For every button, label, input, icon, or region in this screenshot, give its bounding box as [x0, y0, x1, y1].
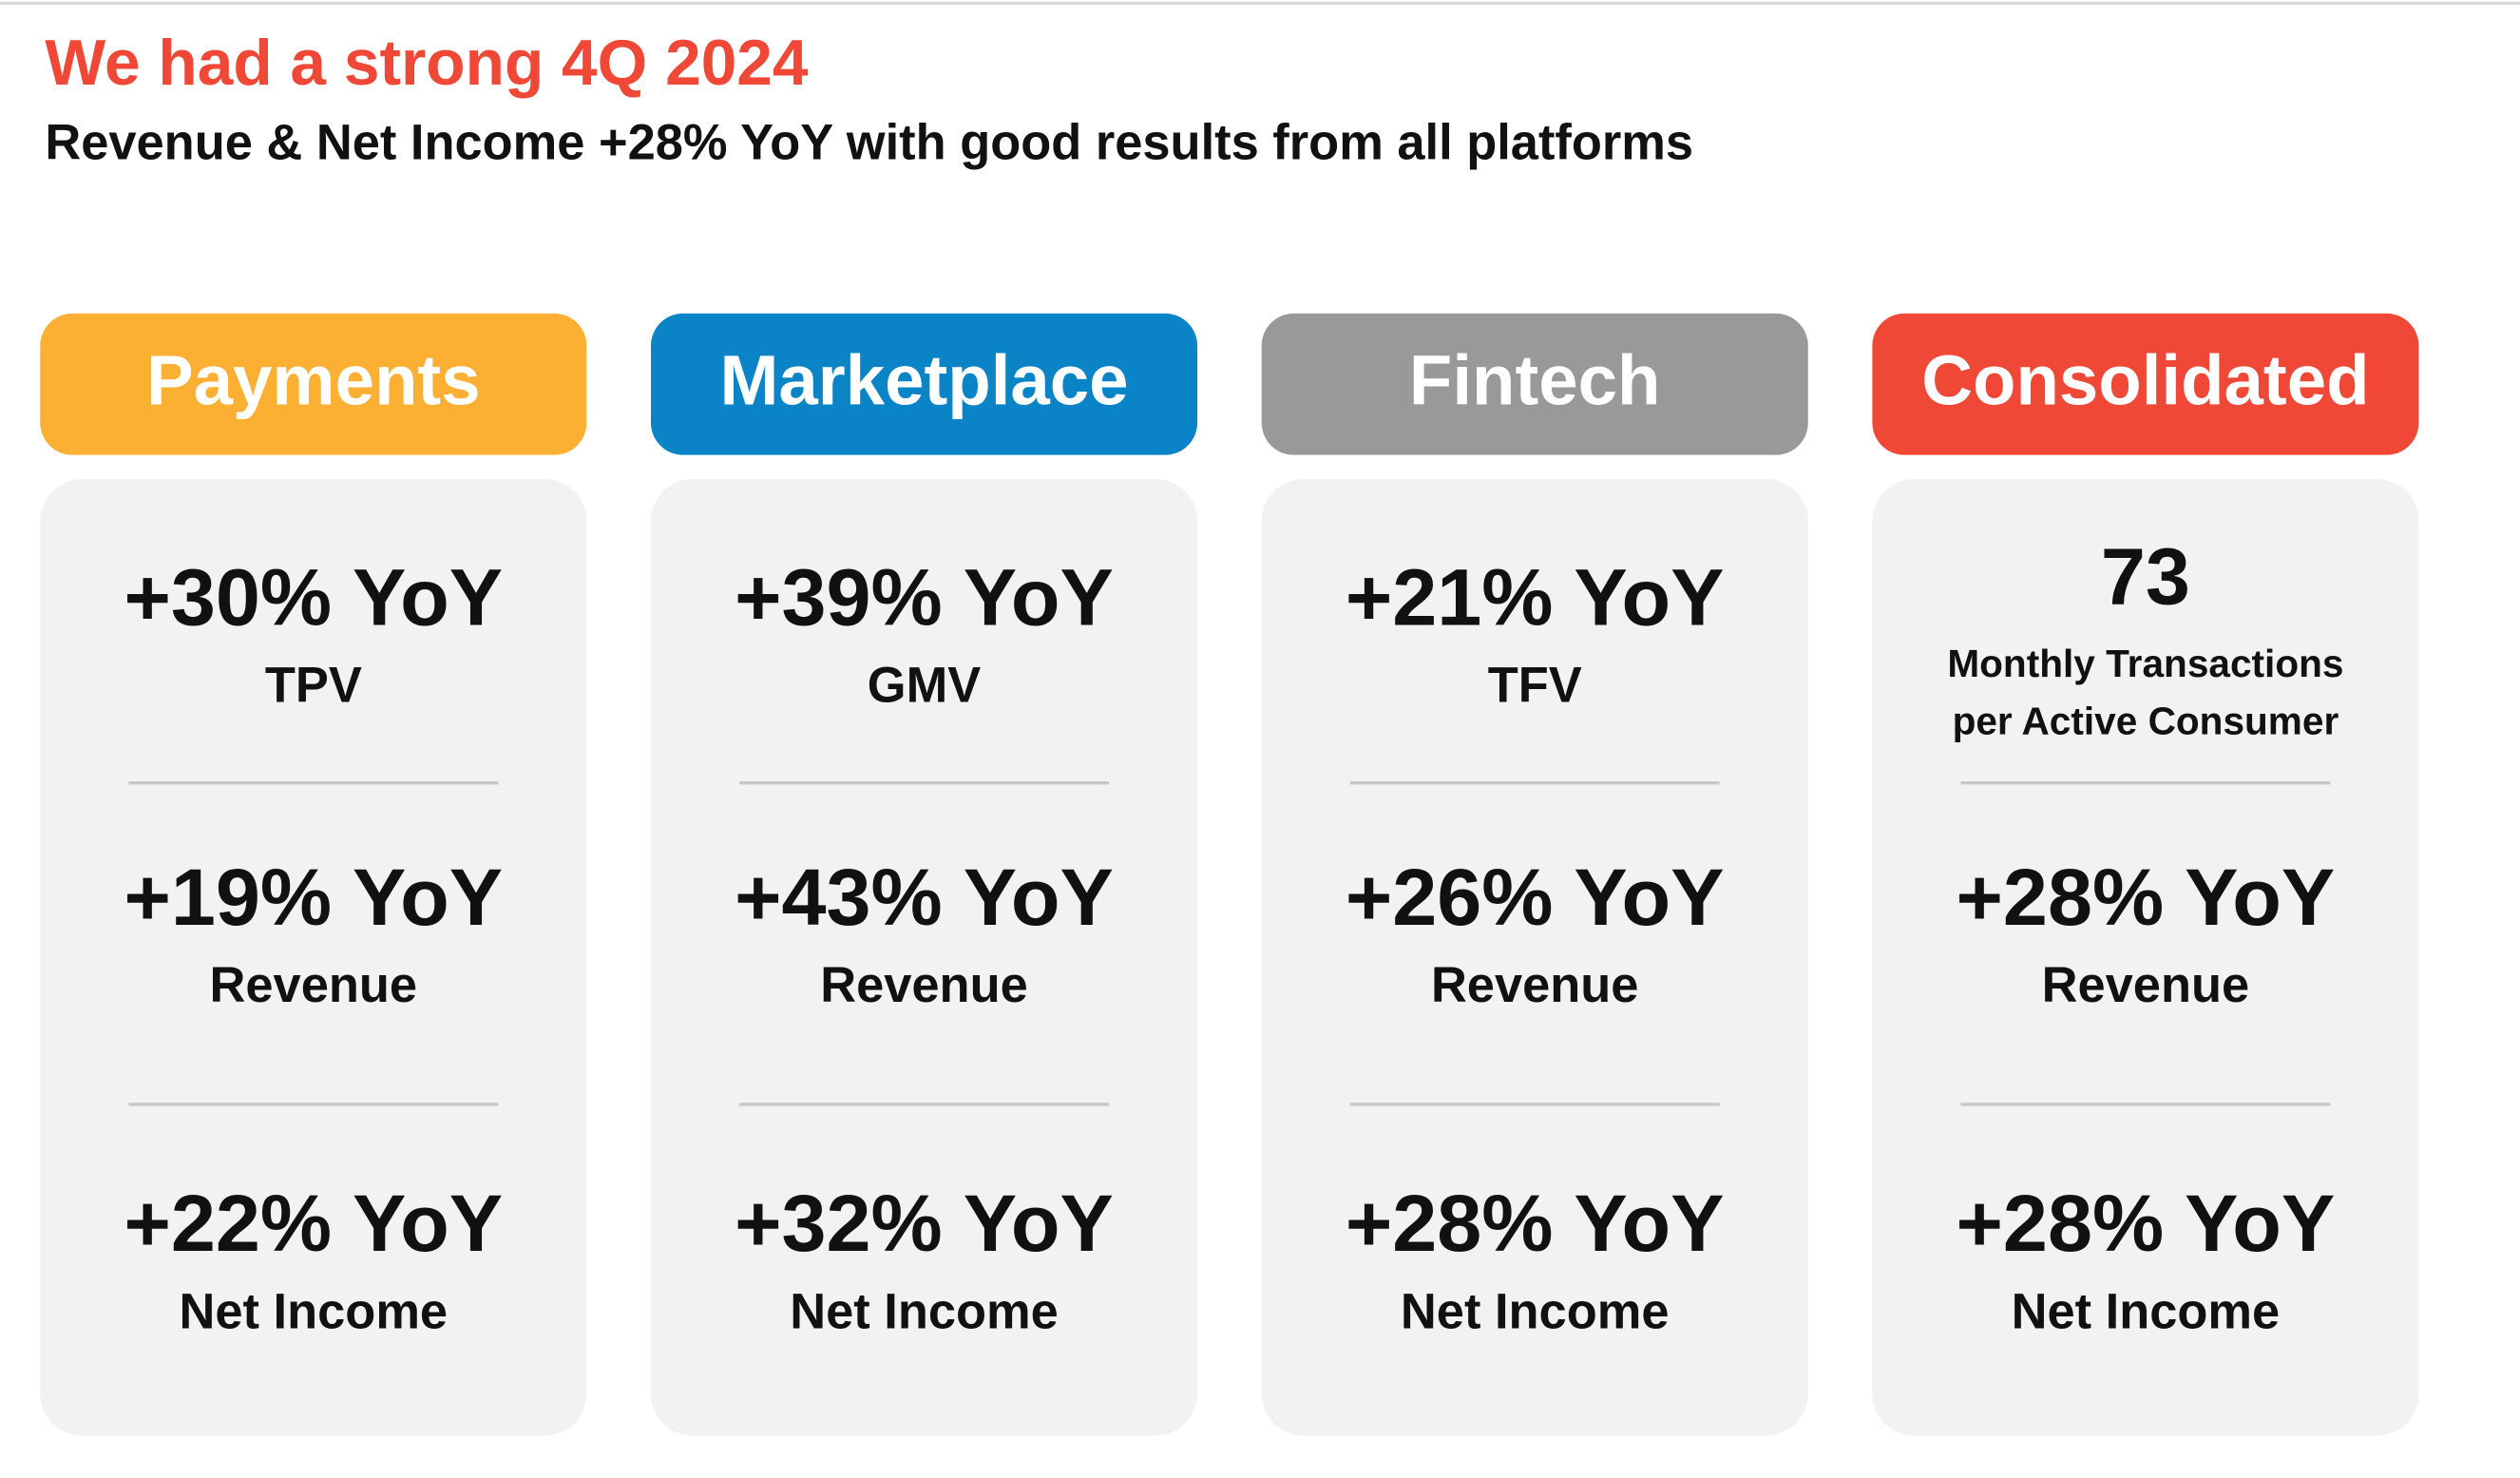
metric-label: Revenue — [210, 958, 418, 1013]
metric-value: +28% YoY — [1346, 1178, 1725, 1268]
metric-label: per Active Consumer — [1953, 700, 2339, 743]
metric-value: +30% YoY — [124, 551, 503, 642]
card — [40, 479, 587, 1436]
card — [650, 479, 1198, 1436]
metric-label: Net Income — [1401, 1284, 1670, 1339]
header-pill — [1872, 313, 2419, 455]
metric-value: 73 — [2101, 530, 2190, 621]
metric-label: GMV — [868, 659, 981, 714]
card — [1261, 479, 1808, 1436]
metric-value: +28% YoY — [1957, 852, 2336, 942]
metric-label: Revenue — [2042, 958, 2250, 1013]
header-pill — [40, 313, 587, 455]
header-pill — [650, 313, 1198, 455]
metric-label: Revenue — [1431, 958, 1639, 1013]
metric-value: +22% YoY — [124, 1178, 503, 1268]
column-header: Payments — [146, 341, 481, 420]
header-pill — [1261, 313, 1808, 455]
metric-label: Net Income — [180, 1284, 449, 1339]
metric-value: +19% YoY — [124, 852, 503, 942]
metric-value: +26% YoY — [1346, 852, 1725, 942]
metric-label: Revenue — [820, 958, 1028, 1013]
metric-value: +21% YoY — [1346, 551, 1725, 642]
metric-value: +43% YoY — [735, 852, 1114, 942]
metric-label: TPV — [265, 659, 362, 714]
metric-label: TFV — [1488, 659, 1582, 714]
metric-value: +28% YoY — [1957, 1178, 2336, 1268]
metric-value: +32% YoY — [735, 1178, 1114, 1268]
metric-value: +39% YoY — [735, 551, 1114, 642]
metric-label: Net Income — [790, 1284, 1059, 1339]
subtitle: Revenue & Net Income +28% YoY with good … — [45, 116, 1693, 171]
card — [1872, 479, 2419, 1436]
column-header: Marketplace — [719, 341, 1128, 420]
column-header: Consolidated — [1921, 341, 2369, 420]
metric-label: Net Income — [2012, 1284, 2281, 1339]
column-header: Fintech — [1409, 341, 1661, 420]
title: We had a strong 4Q 2024 — [45, 28, 809, 99]
metric-label: Monthly Transactions — [1947, 642, 2343, 685]
